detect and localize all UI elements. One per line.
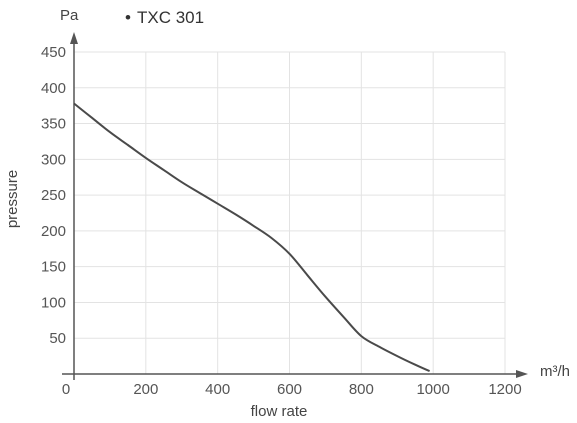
y-tick-label: 150 (41, 259, 66, 276)
x-tick-label: 1200 (488, 381, 521, 398)
chart-title: TXC 301 (137, 8, 204, 27)
y-tick-label: 250 (41, 187, 66, 204)
y-axis-arrow (70, 32, 78, 44)
legend-marker: • (125, 8, 131, 27)
series-line (73, 102, 430, 373)
x-tick-label: 800 (349, 381, 374, 398)
x-tick-label: 1000 (416, 381, 449, 398)
x-axis-label: flow rate (251, 403, 308, 420)
axes (62, 32, 528, 380)
y-tick-label: 200 (41, 223, 66, 240)
x-axis-arrow (516, 370, 528, 378)
x-tick-label: 600 (277, 381, 302, 398)
y-unit-label: Pa (60, 7, 79, 24)
y-tick-label: 350 (41, 116, 66, 133)
y-axis-label: pressure (4, 170, 21, 228)
x-tick-label: 0 (62, 381, 70, 398)
x-tick-label: 200 (133, 381, 158, 398)
y-tick-label: 50 (49, 330, 66, 347)
x-tick-label: 400 (205, 381, 230, 398)
tick-labels: 0 200 400 600 800 1000 1200 50 100 150 200 250 300 35… (41, 44, 522, 398)
x-unit-label: m³/h (540, 363, 570, 380)
y-tick-label: 450 (41, 44, 66, 61)
grid (74, 51, 506, 374)
y-tick-label: 400 (41, 80, 66, 97)
y-tick-label: 300 (41, 151, 66, 168)
y-tick-label: 100 (41, 294, 66, 311)
